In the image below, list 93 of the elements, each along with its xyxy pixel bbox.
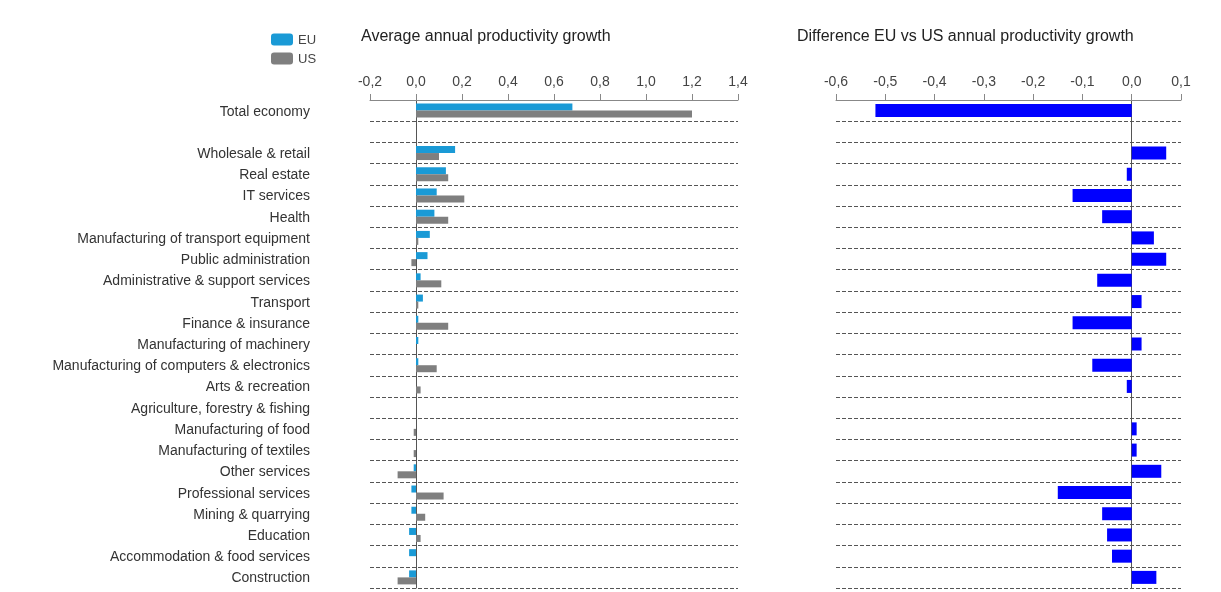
y-tick-label: Health — [269, 208, 310, 225]
y-tick-label: Other services — [219, 463, 310, 480]
x-tick-label: 0,2 — [452, 73, 472, 89]
bar — [1126, 167, 1132, 181]
y-tick-label: Manufacturing of machinery — [137, 336, 310, 352]
y-tick-label: Finance & insurance — [182, 314, 311, 331]
y-tick-label: Arts & recreation — [205, 378, 310, 395]
legend-label: EU — [298, 32, 317, 47]
x-tick-label: 0,0 — [1121, 73, 1142, 89]
y-tick-label: Wholesale & retail — [197, 145, 310, 162]
bar — [1072, 188, 1132, 202]
bar — [1131, 252, 1167, 266]
bar — [416, 167, 446, 175]
bar — [1131, 337, 1142, 351]
bar — [416, 294, 423, 302]
x-tick-label: -0,5 — [873, 73, 898, 89]
x-tick-label: 0,8 — [590, 73, 610, 89]
x-tick-label: 1,2 — [682, 73, 702, 89]
bar — [1102, 210, 1132, 224]
chart-title: Difference EU vs US annual productivity growth — [797, 26, 1134, 44]
x-tick-label: -0,3 — [971, 73, 997, 89]
y-tick-label: Manufacturing of computers & electronics — [52, 357, 310, 374]
x-tick-label: 0,6 — [544, 73, 564, 89]
bar — [1126, 379, 1132, 393]
bar — [1097, 273, 1132, 287]
bar — [1107, 528, 1132, 542]
bar — [416, 534, 421, 542]
bar — [397, 471, 416, 479]
y-tick-label: IT services — [242, 187, 310, 204]
bar — [416, 273, 421, 281]
bar — [875, 104, 1132, 118]
y-tick-label: Education — [247, 526, 310, 543]
bar — [1131, 422, 1137, 436]
x-tick-label: -0,1 — [1070, 73, 1095, 89]
bar — [411, 506, 416, 514]
bar — [1131, 570, 1157, 584]
bar — [411, 259, 416, 267]
y-tick-label: Manufacturing of transport equipment — [77, 229, 311, 246]
y-tick-label: Mining & quarrying — [193, 505, 310, 522]
y-tick-label: Manufacturing of textiles — [158, 442, 310, 459]
bar — [1131, 231, 1154, 245]
y-tick-label: Accommodation & food services — [110, 548, 310, 565]
bar — [416, 280, 442, 288]
x-tick-label: 1,0 — [636, 73, 656, 89]
y-tick-label: Administrative & support services — [103, 272, 310, 289]
bar — [416, 209, 435, 217]
bar — [416, 110, 692, 118]
bar — [411, 485, 416, 493]
x-tick-label: -0,6 — [823, 73, 849, 89]
bar — [416, 322, 449, 330]
bar — [1092, 358, 1132, 372]
bar — [1131, 443, 1137, 457]
bar — [1131, 464, 1162, 478]
chart-title: Average annual productivity growth — [361, 26, 611, 44]
bar — [409, 527, 416, 535]
bar — [416, 216, 449, 224]
x-tick-label: -0,4 — [922, 73, 947, 89]
y-tick-label: Manufacturing of food — [174, 420, 310, 437]
y-tick-label: Public administration — [180, 251, 310, 268]
bar — [416, 103, 573, 111]
y-tick-label: Professional services — [177, 484, 310, 501]
x-tick-label: 0,1 — [1171, 73, 1191, 89]
bar — [416, 230, 430, 238]
bar — [416, 513, 426, 521]
bar — [416, 174, 449, 182]
x-tick-label: 1,4 — [728, 73, 748, 89]
x-tick-label: 0,4 — [498, 73, 518, 89]
bar — [416, 146, 456, 154]
bar — [1102, 507, 1132, 521]
bar — [397, 577, 416, 585]
bar — [1131, 295, 1142, 309]
bar — [416, 365, 437, 373]
legend-label: US — [298, 51, 317, 66]
bar — [1112, 549, 1132, 563]
y-tick-label: Real estate — [239, 166, 311, 183]
x-tick-label: -0,2 — [1021, 73, 1046, 89]
bar — [1131, 146, 1167, 160]
bar — [416, 195, 465, 203]
x-tick-label: 0,0 — [406, 73, 426, 89]
bar — [1072, 316, 1132, 330]
bar — [409, 549, 416, 557]
bar — [416, 252, 428, 260]
y-tick-label: Transport — [250, 293, 311, 310]
x-tick-label: -0,2 — [357, 73, 383, 89]
bar — [416, 153, 439, 161]
bar — [1057, 486, 1132, 500]
bar — [416, 386, 421, 394]
bar — [416, 188, 437, 196]
y-tick-label: Total economy — [219, 102, 310, 119]
y-tick-label: Agriculture, forestry & fishing — [131, 399, 310, 416]
bar — [409, 570, 416, 578]
bar — [416, 492, 444, 500]
y-tick-label: Construction — [231, 569, 310, 586]
